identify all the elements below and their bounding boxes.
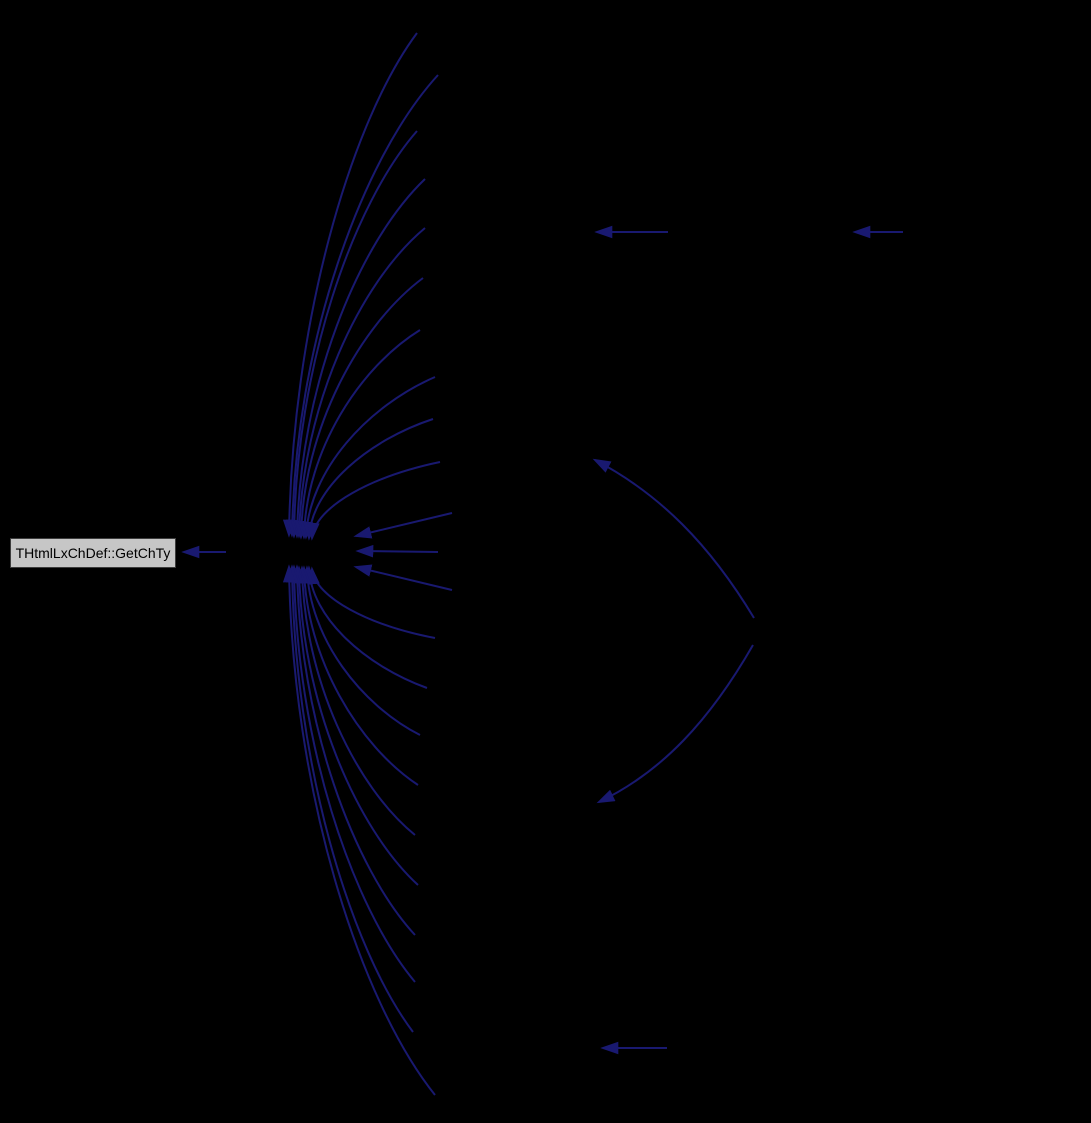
call-edge	[300, 376, 436, 540]
function-node-label: THtmlLxChDef::GetChTy	[15, 545, 171, 561]
call-edge	[287, 564, 416, 983]
call-edge	[292, 565, 419, 886]
call-edge	[307, 461, 441, 541]
call-edge	[294, 277, 424, 540]
call-edge	[592, 458, 755, 619]
call-edge	[282, 32, 418, 538]
edge-layer	[181, 32, 903, 1096]
call-edge	[290, 564, 416, 936]
call-edge	[355, 544, 439, 558]
call-edge	[303, 418, 434, 541]
function-node[interactable]: THtmlLxChDef::GetChTy	[10, 538, 176, 568]
call-edge	[301, 565, 421, 736]
call-edge	[285, 74, 439, 538]
call-edge	[282, 564, 436, 1096]
call-edge	[291, 178, 426, 539]
call-edge	[293, 227, 426, 539]
call-edge	[596, 644, 754, 804]
call-edge	[303, 565, 428, 689]
call-edge	[298, 565, 419, 786]
call-edge	[285, 564, 414, 1033]
call-edge	[307, 566, 436, 639]
call-edge	[295, 565, 416, 836]
call-edge	[353, 512, 453, 539]
call-edge	[353, 564, 453, 591]
call-edge	[298, 329, 421, 540]
call-edge	[287, 130, 418, 539]
